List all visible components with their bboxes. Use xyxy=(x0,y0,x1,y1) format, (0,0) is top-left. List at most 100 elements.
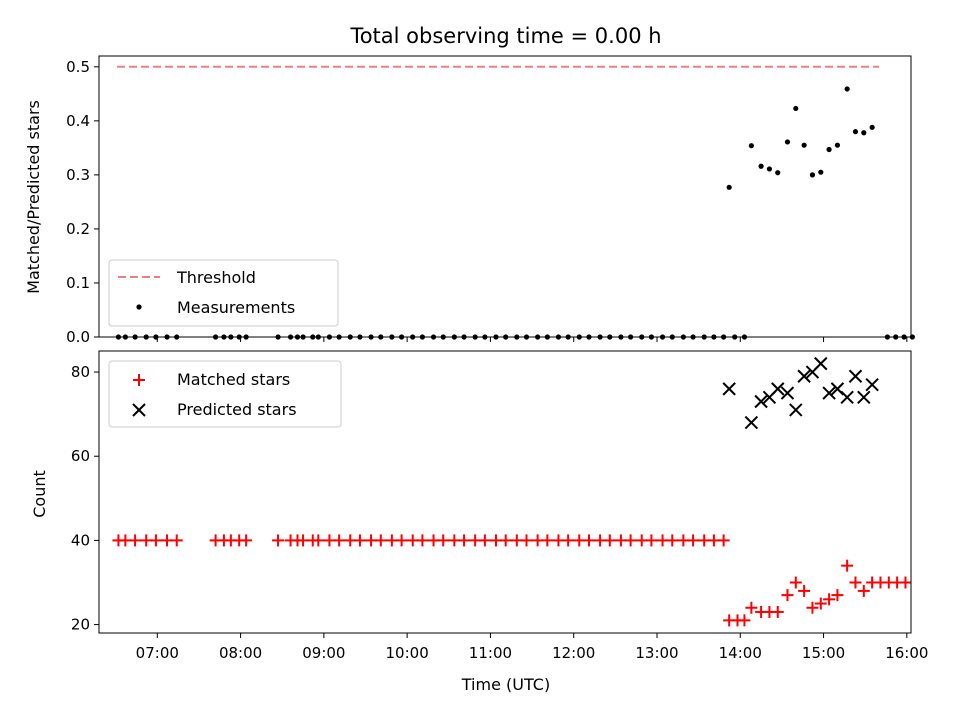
predicted-star-stroke-b xyxy=(797,369,811,383)
top-legend: Threshold Measurements xyxy=(108,259,339,327)
predicted-star-stroke-b xyxy=(865,377,879,392)
matched-star-point xyxy=(738,614,751,627)
matched-star-point xyxy=(899,576,912,589)
top-y-tick-label: 0.4 xyxy=(66,112,90,130)
predicted-star-stroke-b xyxy=(840,390,854,405)
bottom-plot-marks xyxy=(112,356,912,627)
measurement-point xyxy=(748,143,754,149)
predicted-star-point xyxy=(771,382,785,396)
matched-star-point xyxy=(624,534,637,547)
measurement-point xyxy=(852,129,859,135)
predicted-star-point xyxy=(865,377,879,392)
top-panel: Total observing time = 0.00 h Matched/Pr… xyxy=(24,24,915,346)
x-axis-label: Time (UTC) xyxy=(461,675,550,694)
matched-star-point xyxy=(353,534,366,547)
measurement-point xyxy=(775,170,781,176)
matched-star-point xyxy=(170,534,183,547)
measurement-point xyxy=(826,146,832,153)
bottom-x-tick-label: 07:00 xyxy=(136,644,179,662)
matched-star-point xyxy=(717,534,730,547)
measurement-point xyxy=(869,124,875,130)
top-legend-box xyxy=(108,259,339,327)
measurement-point xyxy=(793,105,799,112)
predicted-star-point xyxy=(754,394,768,409)
predicted-star-point xyxy=(789,403,803,417)
matched-star-point xyxy=(520,534,533,547)
matched-star-point xyxy=(857,584,870,597)
measurement-point xyxy=(726,184,732,190)
predicted-star-stroke-b xyxy=(722,382,736,396)
predicted-star-stroke-b xyxy=(754,394,768,409)
matched-star-point xyxy=(831,589,844,602)
measurement-point xyxy=(784,139,791,145)
measurement-point xyxy=(818,169,824,175)
predicted-star-stroke-b xyxy=(780,386,795,400)
matched-star-point xyxy=(666,534,679,547)
matched-star-point xyxy=(849,576,862,589)
matched-star-point xyxy=(603,534,616,547)
bottom-y-tick-label: 20 xyxy=(71,616,90,634)
predicted-star-point xyxy=(744,415,759,430)
measurement-point xyxy=(758,163,764,169)
predicted-star-stroke-b xyxy=(789,403,803,417)
predicted-star-point xyxy=(797,369,811,383)
legend-measurements-swatch xyxy=(136,304,142,310)
measurement-point xyxy=(809,172,816,178)
predicted-star-stroke-b xyxy=(771,382,785,396)
predicted-star-point xyxy=(840,390,854,405)
bottom-x-tick-label: 12:00 xyxy=(552,644,595,662)
matched-star-point xyxy=(149,534,162,547)
bottom-legend-box xyxy=(108,360,342,428)
top-plot-frame xyxy=(98,55,912,338)
bottom-x-tick-label: 15:00 xyxy=(802,644,845,662)
matched-star-point xyxy=(333,534,346,547)
matched-star-point xyxy=(841,559,854,572)
top-y-tick-label: 0.0 xyxy=(66,328,90,346)
measurement-point xyxy=(844,86,850,92)
bottom-y-axis-label: Count xyxy=(30,470,49,518)
matched-star-point xyxy=(272,534,285,547)
matched-star-point xyxy=(562,534,575,547)
bottom-x-ticks: 07:00 08:00 09:00 10:00 11:00 12:00 13:00 14:00… xyxy=(136,633,928,662)
top-y-ticks: 0.0 0.1 0.2 0.3 0.4 0.5 xyxy=(66,58,99,346)
bottom-legend: Matched stars Predicted stars xyxy=(108,360,342,428)
predicted-star-point xyxy=(814,356,828,371)
chart-title: Total observing time = 0.00 h xyxy=(349,24,661,48)
matched-star-point xyxy=(645,534,658,547)
bottom-y-ticks: 20 40 60 80 xyxy=(71,363,99,634)
top-y-tick-label: 0.1 xyxy=(66,274,90,292)
bottom-panel: Count Time (UTC) 20 40 60 80 07:00 08:00 09:0… xyxy=(30,350,928,694)
predicted-star-stroke-b xyxy=(830,382,845,396)
measurement-point xyxy=(766,166,773,172)
matched-star-point xyxy=(541,534,554,547)
matched-star-point xyxy=(395,534,408,547)
top-y-tick-label: 0.2 xyxy=(66,220,90,238)
matched-star-point xyxy=(771,605,784,618)
bottom-y-tick-label: 40 xyxy=(71,531,90,549)
matched-star-point xyxy=(814,597,827,610)
matched-star-point xyxy=(806,601,819,614)
bottom-x-tick-label: 10:00 xyxy=(386,644,429,662)
matched-star-point xyxy=(781,589,794,602)
bottom-x-tick-label: 16:00 xyxy=(885,644,928,662)
predicted-star-point xyxy=(857,390,871,405)
predicted-star-point xyxy=(780,386,795,400)
measurement-point xyxy=(861,130,867,136)
predicted-star-stroke-b xyxy=(744,415,759,430)
matched-star-point xyxy=(437,534,450,547)
bottom-plot-frame xyxy=(98,350,912,634)
predicted-star-stroke-b xyxy=(848,369,863,383)
predicted-star-stroke-b xyxy=(857,390,871,405)
bottom-x-tick-label: 11:00 xyxy=(469,644,512,662)
matched-star-point xyxy=(240,534,253,547)
legend-predicted-label: Predicted stars xyxy=(177,400,297,419)
top-y-axis-label: Matched/Predicted stars xyxy=(24,100,43,294)
bottom-x-tick-label: 13:00 xyxy=(635,644,678,662)
legend-threshold-label: Threshold xyxy=(176,268,256,287)
predicted-star-stroke-b xyxy=(822,386,836,400)
matched-star-point xyxy=(823,593,836,606)
matched-star-point xyxy=(499,534,512,547)
matched-star-point xyxy=(478,534,491,547)
top-y-tick-label: 0.5 xyxy=(66,58,90,76)
